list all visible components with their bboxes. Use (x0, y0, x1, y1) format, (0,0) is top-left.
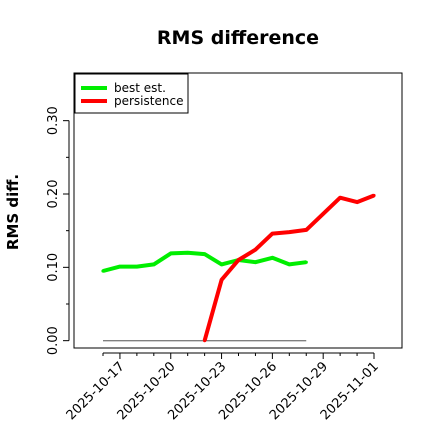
chart-title: RMS difference (157, 27, 319, 49)
data-point-best-est (304, 260, 308, 264)
plot-frame (73, 72, 403, 349)
data-point-best-est (253, 260, 258, 264)
data-point-best-est (287, 262, 291, 266)
data-point-best-est (101, 269, 105, 273)
data-point-best-est (135, 265, 139, 269)
data-point-persistence (304, 228, 308, 232)
data-point-best-est (203, 252, 207, 256)
data-point-best-est (219, 262, 224, 266)
data-point-persistence (287, 230, 291, 234)
y-tick-label: 0.20 (46, 180, 61, 209)
y-tick-label: 0.10 (46, 253, 61, 282)
data-point-persistence (236, 258, 241, 262)
data-point-best-est (186, 251, 190, 255)
data-point-persistence (372, 193, 376, 198)
y-axis-label: RMS diff. (4, 174, 22, 250)
data-point-persistence (219, 278, 224, 282)
data-point-best-est (152, 262, 156, 266)
legend-label-best-est: best est. (114, 81, 166, 95)
data-point-best-est (118, 265, 122, 269)
series-layer (101, 193, 376, 343)
data-point-persistence (253, 248, 258, 252)
data-point-persistence (321, 212, 325, 216)
data-point-persistence (355, 200, 359, 204)
data-point-best-est (270, 256, 274, 260)
legend-box (74, 73, 189, 114)
y-axis: 0.00 0.10 0.20 0.30 (46, 106, 70, 355)
y-tick-label: 0.30 (46, 106, 61, 135)
x-axis: 2025-10-172025-10-202025-10-232025-10-26… (64, 352, 382, 423)
legend-label-persistence: persistence (114, 94, 183, 108)
series-line-persistence (202, 193, 375, 342)
data-point-persistence (338, 196, 342, 200)
data-point-persistence (203, 339, 207, 343)
data-point-best-est (169, 251, 173, 255)
legend: best est. persistence (74, 73, 189, 114)
data-point-persistence (270, 232, 274, 236)
y-tick-label: 0.00 (46, 326, 61, 355)
